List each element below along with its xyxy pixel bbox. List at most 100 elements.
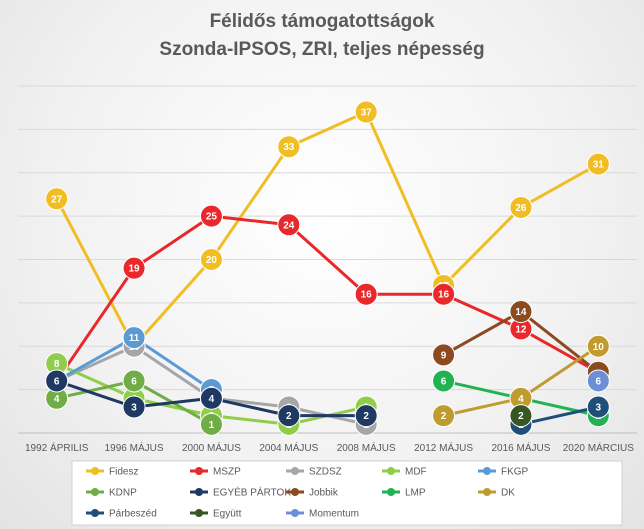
data-point [509, 404, 533, 428]
legend-label: Párbeszéd [109, 509, 157, 520]
data-label: 6 [54, 376, 60, 387]
x-tick-label: 2004 MÁJUS [259, 441, 318, 454]
data-label: 8 [54, 359, 60, 370]
series-line [519, 396, 600, 418]
series-line [209, 214, 291, 227]
legend-label: FKGP [501, 467, 529, 478]
data-point [122, 369, 146, 393]
data-label: 12 [515, 324, 527, 335]
data-label: 16 [438, 290, 450, 301]
x-axis-ticks: 1992 ÁPRILIS 1996 MÁJUS 2000 MÁJUS 2004 MÁJ… [25, 441, 634, 454]
data-point [586, 334, 610, 358]
data-point [122, 256, 146, 280]
legend-item: KDNP [86, 488, 137, 499]
series-line [287, 110, 368, 149]
data-point [432, 343, 456, 367]
data-label: 10 [593, 342, 605, 353]
legend-marker [291, 467, 299, 475]
data-point [122, 395, 146, 419]
data-label: 14 [515, 307, 527, 318]
data-label: 4 [209, 394, 215, 405]
data-point [432, 369, 456, 393]
series-line [442, 396, 523, 418]
series-line [519, 162, 600, 209]
data-label: 6 [441, 376, 447, 387]
data-point [432, 404, 456, 428]
x-tick-label: 2000 MÁJUS [182, 441, 241, 454]
legend-item: MDF [382, 467, 427, 478]
series [442, 310, 600, 374]
series-group: 2710203337172631619252416161276104318421… [45, 100, 610, 436]
x-tick-label: 1992 ÁPRILIS [25, 441, 89, 454]
series-line [442, 205, 523, 288]
data-point [586, 152, 610, 176]
legend-marker [387, 467, 395, 475]
legend-label: Momentum [309, 509, 359, 520]
data-point [509, 300, 533, 324]
series-line [442, 292, 523, 331]
data-label: 20 [206, 255, 218, 266]
data-point [199, 386, 223, 410]
data-label: 16 [361, 290, 373, 301]
data-point [354, 282, 378, 306]
series-line [132, 258, 213, 348]
data-point [199, 248, 223, 271]
legend-item: MSZP [190, 467, 241, 478]
series [55, 379, 368, 418]
legend-item: Momentum [286, 509, 359, 520]
legend-marker [483, 488, 491, 496]
series-line [55, 379, 136, 400]
legend-item: FKGP [478, 467, 529, 478]
legend-item: DK [478, 488, 515, 499]
series-line [209, 414, 291, 426]
series-line [519, 405, 600, 426]
chart-title: Félidős támogatottságok [210, 11, 435, 32]
legend-item: Jobbik [286, 488, 339, 499]
series-line [132, 396, 213, 418]
data-label: 4 [54, 394, 60, 405]
data-label: 25 [206, 212, 218, 223]
data-label: 26 [515, 203, 527, 214]
data-point [586, 395, 610, 419]
legend-label: Fidesz [109, 467, 138, 478]
data-label: 4 [518, 394, 524, 405]
series [442, 379, 600, 418]
data-label: 2 [441, 411, 447, 422]
series-line [132, 214, 213, 270]
data-point [45, 187, 69, 211]
data-label: 9 [441, 350, 447, 361]
data-label: 2 [363, 411, 369, 422]
series-markers: 2 [509, 404, 533, 428]
data-label: 3 [131, 402, 137, 413]
series-line [132, 336, 213, 392]
legend-item: Párbeszéd [86, 509, 157, 520]
data-point [199, 412, 223, 436]
legend-marker [195, 467, 203, 475]
legend-label: KDNP [109, 488, 137, 499]
chart-subtitle: Szonda-IPSOS, ZRI, teljes népesség [159, 39, 484, 60]
series-line [55, 266, 136, 383]
series [55, 336, 213, 392]
legend-marker [91, 488, 99, 496]
series-line [364, 110, 446, 288]
legend-item: LMP [382, 488, 426, 499]
series [55, 110, 600, 348]
series-line [55, 379, 136, 409]
series-markers: 2 4 10 [432, 334, 610, 428]
legend-marker [291, 488, 299, 496]
data-label: 27 [51, 194, 63, 205]
data-point [277, 213, 301, 237]
data-point [509, 195, 533, 219]
series-markers: 6 [586, 369, 610, 393]
legend-label: EGYÉB PÁRTOK [213, 486, 291, 499]
series-line [287, 223, 368, 296]
data-label: 1 [209, 420, 215, 431]
series-line [519, 310, 600, 374]
legend-item: Együtt [190, 509, 242, 520]
data-label: 33 [283, 142, 295, 153]
legend-box [71, 460, 623, 526]
x-tick-label: 2020 MÁRCIUS [563, 441, 634, 454]
legend-marker [195, 488, 203, 496]
data-point [354, 100, 378, 124]
series-line [55, 336, 136, 383]
